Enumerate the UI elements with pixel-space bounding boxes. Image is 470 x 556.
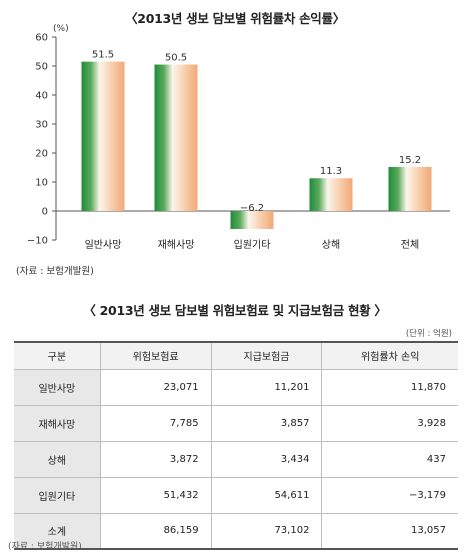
cell-value: 3,857 <box>210 405 322 442</box>
y-tick-label: 50 <box>35 62 48 73</box>
y-tick-label: 40 <box>35 91 48 102</box>
table-row: 입원기타 51,432 54,611 −3,179 <box>14 477 458 514</box>
table-row: 상해 3,872 3,434 437 <box>14 441 458 478</box>
row-label: 상해 <box>14 441 101 478</box>
bar-1 <box>81 61 125 212</box>
category-label: 상해 <box>322 238 340 251</box>
bar-4 <box>309 178 353 211</box>
table-row: 재해사망 7,785 3,857 3,928 <box>14 405 458 442</box>
header-risk-premium: 위험보험료 <box>99 341 212 370</box>
cell-value: 51,432 <box>99 477 212 514</box>
bar-3 <box>230 211 274 229</box>
cell-value: 86,159 <box>99 513 212 550</box>
category-label: 재해사망 <box>158 238 195 251</box>
table-unit: (단위 : 억원) <box>405 329 452 339</box>
y-tick-label: 10 <box>35 178 48 189</box>
y-tick-label: 30 <box>35 120 48 131</box>
bar-value-label: 11.3 <box>320 166 342 177</box>
header-risk-margin: 위험률차 손익 <box>321 341 458 370</box>
cell-value: −3,179 <box>321 477 458 514</box>
cell-value: 54,611 <box>210 477 322 514</box>
bar-value-label: 51.5 <box>92 50 114 61</box>
cell-value: 3,928 <box>321 405 458 442</box>
cell-value: 13,057 <box>321 513 458 550</box>
chart-source: (자료 : 보험개발원) <box>16 266 94 277</box>
bar-value-label: 15.2 <box>399 155 421 166</box>
cell-value: 73,102 <box>210 513 322 550</box>
y-tick-label: 60 <box>35 33 48 44</box>
table-row: 일반사망 23,071 11,201 11,870 <box>14 369 458 406</box>
row-label: 소계 <box>14 513 101 550</box>
table-source: (자료 : 보험개발원) <box>8 542 82 552</box>
category-label: 일반사망 <box>85 239 122 251</box>
category-label: 입원기타 <box>234 238 271 251</box>
cell-value: 3,872 <box>99 441 212 478</box>
header-claims-paid: 지급보험금 <box>210 341 322 370</box>
y-tick-label: 0 <box>42 207 48 218</box>
bar-5 <box>388 166 432 211</box>
row-label: 일반사망 <box>14 369 101 406</box>
cell-value: 437 <box>321 441 458 478</box>
row-label: 입원기타 <box>14 477 101 514</box>
cell-value: 23,071 <box>99 369 212 406</box>
table-header-row: 구분 위험보험료 지급보험금 위험률차 손익 <box>14 341 458 370</box>
y-tick-label: 20 <box>35 149 48 160</box>
cell-value: 11,201 <box>210 369 322 406</box>
chart-title: 〈2013년 생보 담보별 위험률차 손익률〉 <box>125 11 345 26</box>
data-table: 구분 위험보험료 지급보험금 위험률차 손익 일반사망 23,071 11,20… <box>14 341 458 550</box>
table-title: 〈 2013년 생보 담보별 위험보험료 및 지급보험금 현황 〉 <box>83 303 387 318</box>
cell-value: 3,434 <box>210 441 322 478</box>
y-unit-label: (%) <box>53 24 69 34</box>
y-tick-label: −10 <box>27 236 48 247</box>
cell-value: 11,870 <box>321 369 458 406</box>
bar-value-label: 50.5 <box>165 53 187 64</box>
table-row: 소계 86,159 73,102 13,057 <box>14 513 458 550</box>
row-label: 재해사망 <box>14 405 101 442</box>
cell-value: 7,785 <box>99 405 212 442</box>
bar-chart: (%) 60 50 40 30 20 10 0 −10 51.5 일반사망 50.5 재해사망 −6.2 입… <box>27 24 450 251</box>
bar-2 <box>154 64 198 211</box>
header-category: 구분 <box>14 341 101 370</box>
category-label: 전체 <box>401 239 419 251</box>
bar-value-label: −6.2 <box>240 203 264 214</box>
